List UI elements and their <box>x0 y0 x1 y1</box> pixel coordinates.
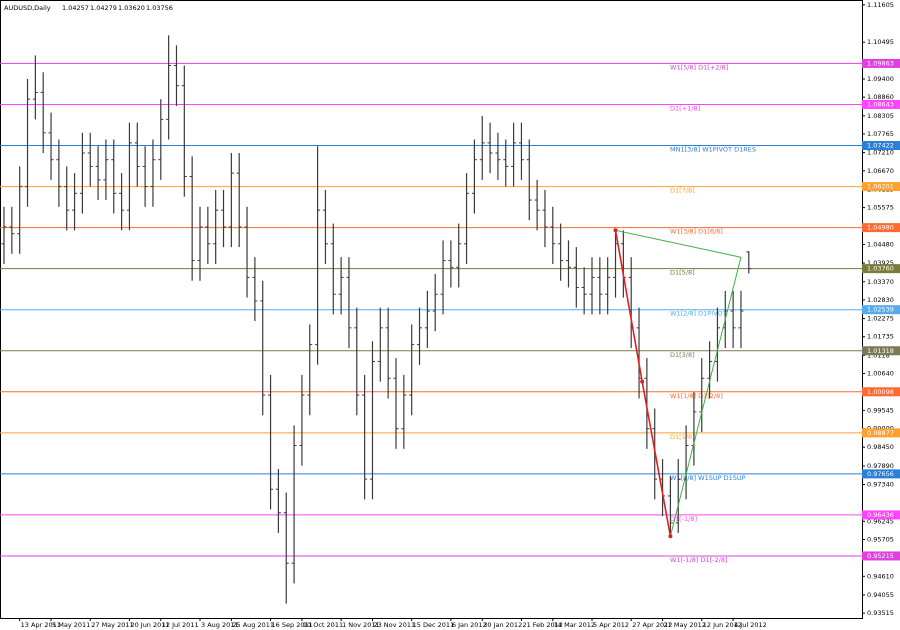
x-tick-label: 4 Jul 2012 <box>734 621 767 629</box>
x-tick-label: 6 Jan 2012 <box>452 621 487 629</box>
x-tick-label: 5 May 2011 <box>52 621 90 629</box>
x-tick-label: 3 Aug 2011 <box>201 621 239 629</box>
y-tick-label: 1.11605 <box>867 1 894 9</box>
y-tick-label: 1.00640 <box>867 370 894 378</box>
y-tick-label: 0.94055 <box>867 591 894 599</box>
level-label: MN1[3/8] W1PIVOT D1RES <box>670 146 756 154</box>
level-label: W1[3/8] D1[6/8] <box>670 228 723 236</box>
x-tick-label: 27 Apr 2012 <box>632 621 672 629</box>
price-badge <box>862 141 900 151</box>
level-label: W1[2/8] D1PIVOT <box>670 310 727 318</box>
price-badge-label: 1.09863 <box>867 59 894 67</box>
price-badge-label: 0.95215 <box>867 552 894 560</box>
header-value: 1.04257 <box>62 4 89 12</box>
price-badge <box>862 346 900 356</box>
x-tick-label: 13 Apr 2011 <box>21 621 61 629</box>
y-tick-label: 0.96245 <box>867 517 894 525</box>
pattern-point <box>640 379 645 384</box>
price-badge-label: 1.02539 <box>867 306 894 314</box>
pattern-point <box>613 228 618 233</box>
price-badge-label: 0.98877 <box>867 429 894 437</box>
y-tick-label: 0.97340 <box>867 481 894 489</box>
price-badge <box>862 469 900 479</box>
price-badge <box>862 510 900 520</box>
y-tick-label: 0.97890 <box>867 462 894 470</box>
header-value: 1.03756 <box>146 4 173 12</box>
price-badge <box>862 99 900 109</box>
x-tick-label: 25 Aug 2011 <box>232 621 274 629</box>
price-badge-label: 1.04980 <box>867 224 894 232</box>
level-label: D1[7/8] <box>670 187 695 195</box>
y-tick-label: 0.99545 <box>867 406 894 414</box>
price-badge <box>862 551 900 561</box>
x-tick-label: 12 Jun 2012 <box>703 621 742 629</box>
x-tick-label: 5 Apr 2012 <box>593 621 629 629</box>
level-label: D1[5/8] <box>670 269 695 277</box>
price-badge <box>862 305 900 315</box>
x-tick-label: 27 May 2011 <box>91 621 133 629</box>
header-value: 1.04279 <box>90 4 117 12</box>
y-tick-label: 1.0118 <box>867 351 890 359</box>
y-tick-label: 0.94610 <box>867 572 894 580</box>
price-badge <box>862 182 900 192</box>
y-tick-label: 1.02830 <box>867 296 894 304</box>
x-tick-label: 15 Dec 2011 <box>413 621 455 629</box>
x-tick-label: 10 Oct 2011 <box>303 621 343 629</box>
y-tick-label: 1.05575 <box>867 204 894 212</box>
y-tick-label: 1.02275 <box>867 315 894 323</box>
x-tick-label: 21 Feb 2012 <box>522 621 562 629</box>
pattern-point <box>668 534 673 539</box>
price-badge <box>862 264 900 274</box>
y-tick-label: 1.04480 <box>867 240 894 248</box>
y-tick-label: 1.08305 <box>867 112 894 120</box>
x-tick-label: 1 Nov 2011 <box>342 621 380 629</box>
y-tick-label: 1.07210 <box>867 149 894 157</box>
x-tick-label: 30 Jan 2012 <box>483 621 522 629</box>
price-badge-label: 1.00098 <box>867 388 894 396</box>
x-tick-label: 12 Jul 2011 <box>162 621 199 629</box>
level-label: D1[3/8] <box>670 351 695 359</box>
price-badge-label: 1.07422 <box>867 142 894 150</box>
pattern-line <box>615 229 742 537</box>
x-tick-label: 20 Jun 2011 <box>130 621 169 629</box>
y-tick-label: 0.98450 <box>867 443 894 451</box>
x-tick-label: 21 May 2012 <box>664 621 706 629</box>
level-label: W1[-1/8] D1[-2/8] <box>670 556 728 564</box>
y-tick-label: 1.10495 <box>867 38 894 46</box>
x-tick-label: 14 Mar 2012 <box>554 621 595 629</box>
y-tick-label: 0.95705 <box>867 535 894 543</box>
y-tick-label: 1.06670 <box>867 167 894 175</box>
y-tick-label: 1.08860 <box>867 93 894 101</box>
y-tick-label: 0.93515 <box>867 609 894 617</box>
level-label: W1[5/8] D1[+2/8] <box>670 63 728 71</box>
price-badge-label: 0.96436 <box>867 511 894 519</box>
level-label: D1[+1/8] <box>670 104 700 112</box>
price-badge-label: 1.01318 <box>867 347 894 355</box>
y-tick-label: 1.03370 <box>867 278 894 286</box>
level-label: W1[1/8] D1[2/8] <box>670 392 723 400</box>
price-badge-label: 1.06201 <box>867 183 894 191</box>
price-badge <box>862 387 900 397</box>
x-tick-label: 16 Sep 2011 <box>272 621 313 629</box>
level-label: D1[-1/8] <box>670 515 697 523</box>
y-tick-label: 1.09400 <box>867 75 894 83</box>
level-label: D1[1/8] <box>670 433 695 441</box>
header-value: 1.03620 <box>118 4 145 12</box>
price-badge <box>862 223 900 233</box>
y-tick-label: 1.01735 <box>867 333 894 341</box>
symbol-label: AUDUSD,Daily <box>4 4 51 12</box>
level-label: W1[0/8] W1SUP D1SUP <box>670 474 746 482</box>
price-badge <box>862 428 900 438</box>
x-tick-label: 23 Nov 2011 <box>373 621 415 629</box>
y-tick-label: 1.03925 <box>867 259 894 267</box>
price-badge-label: 1.08643 <box>867 100 894 108</box>
y-tick-label: 1.07765 <box>867 130 894 138</box>
price-badge-label: 0.97656 <box>867 470 894 478</box>
price-badge-label: 1.03760 <box>867 265 894 273</box>
price-badge <box>862 58 900 68</box>
